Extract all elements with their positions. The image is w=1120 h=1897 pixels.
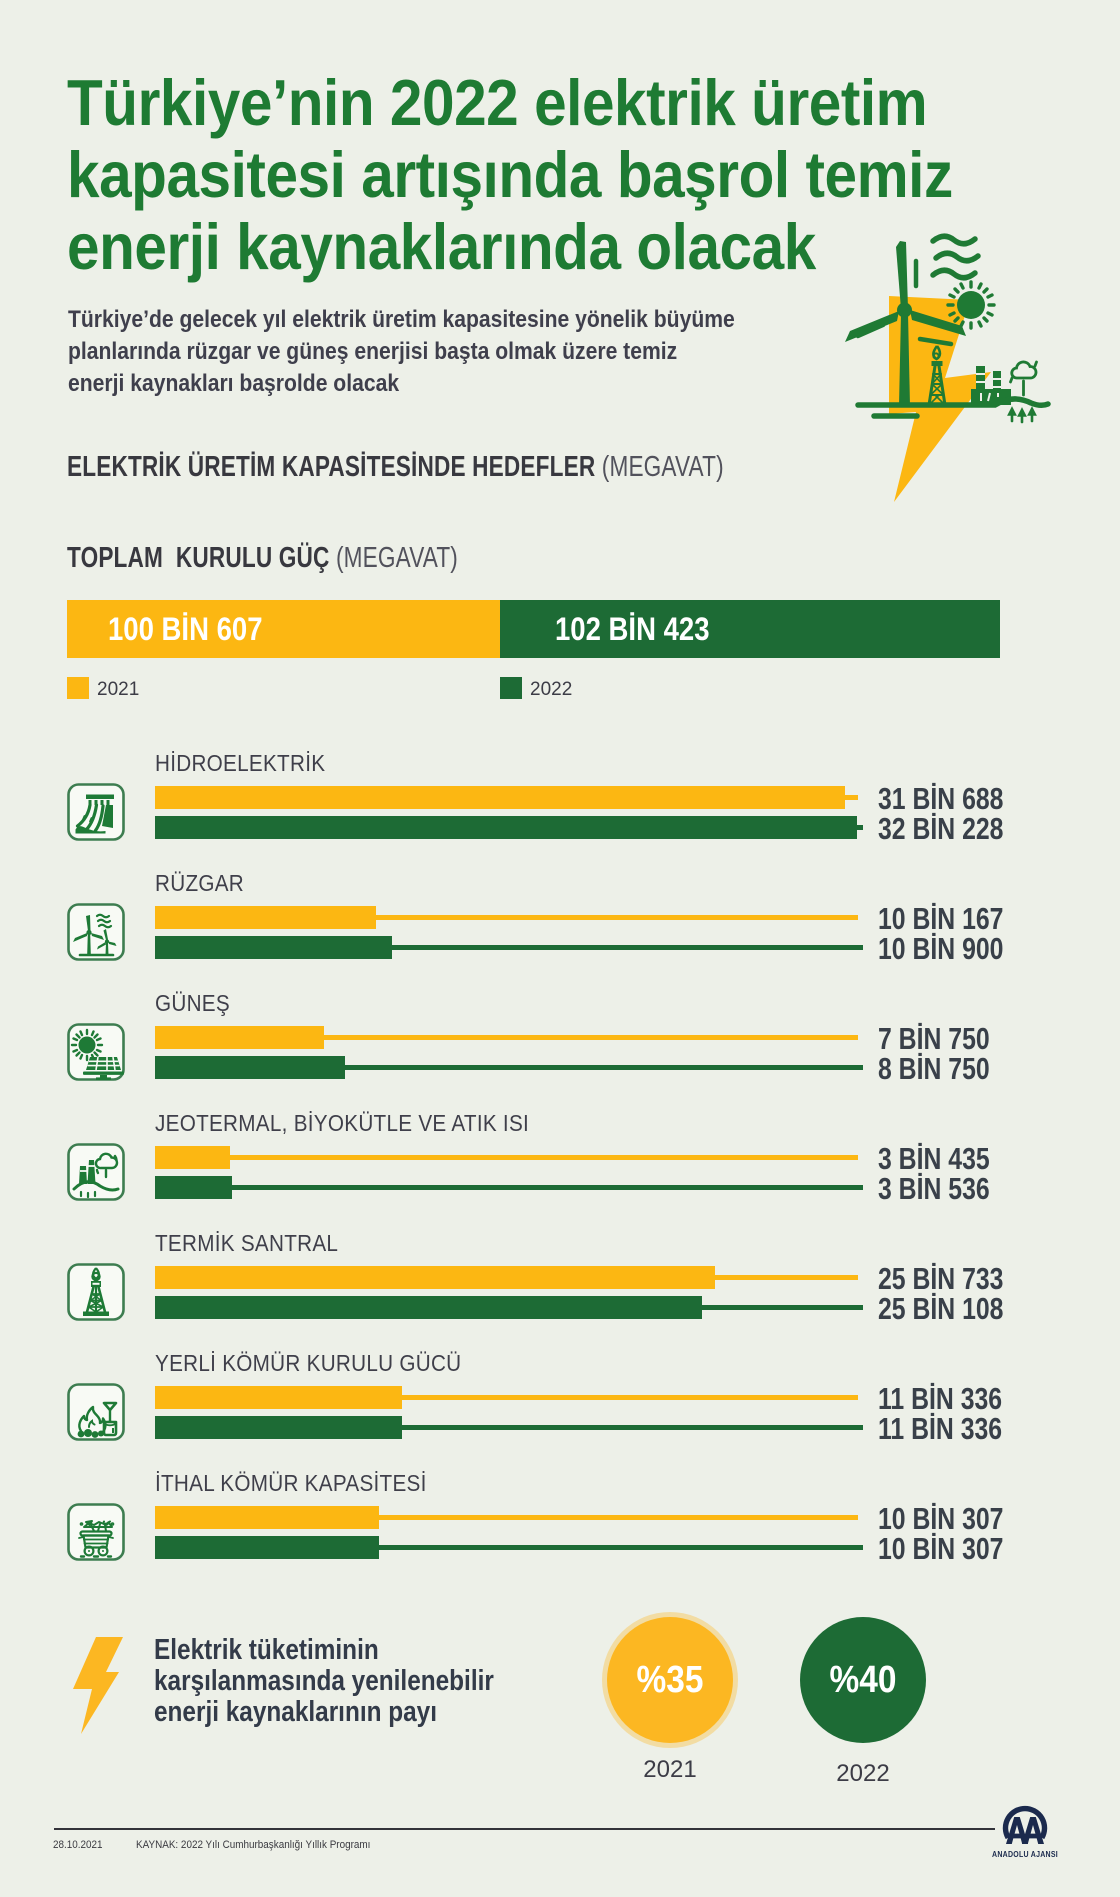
- svg-text:ANADOLU AJANSI: ANADOLU AJANSI: [992, 1850, 1058, 1859]
